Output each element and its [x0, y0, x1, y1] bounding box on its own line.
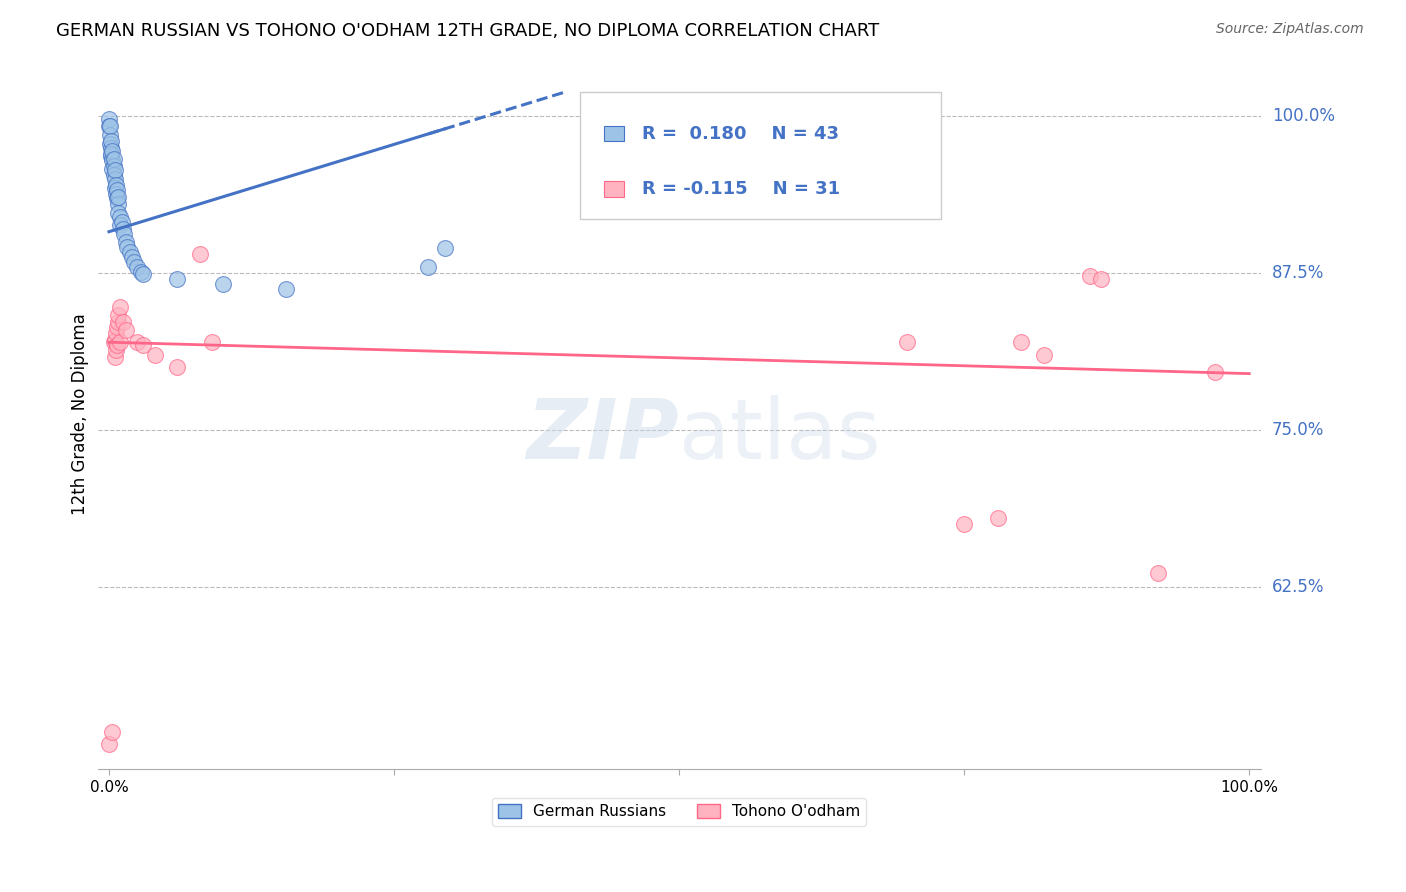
Point	[98, 737, 121, 751]
Point	[274, 283, 297, 297]
Point	[100, 140, 122, 154]
Point	[1147, 566, 1170, 581]
Point	[110, 335, 132, 350]
Point	[101, 153, 124, 167]
Point	[104, 178, 127, 193]
Point	[104, 163, 127, 178]
Point	[418, 260, 440, 274]
FancyBboxPatch shape	[581, 92, 941, 219]
Point	[127, 260, 149, 274]
Point	[132, 337, 155, 351]
Point	[105, 191, 128, 205]
Y-axis label: 12th Grade, No Diploma: 12th Grade, No Diploma	[72, 314, 89, 516]
Point	[104, 326, 127, 341]
Point	[166, 272, 188, 286]
Point	[107, 189, 129, 203]
Text: R = -0.115    N = 31: R = -0.115 N = 31	[643, 180, 839, 198]
Point	[115, 240, 138, 254]
Point	[107, 197, 129, 211]
Point	[98, 119, 121, 133]
Point	[104, 333, 127, 347]
Point	[100, 149, 122, 163]
Point	[122, 255, 145, 269]
Text: 100.0%: 100.0%	[1272, 107, 1334, 125]
Point	[107, 206, 129, 220]
Text: 87.5%: 87.5%	[1272, 264, 1324, 282]
Point	[896, 335, 918, 350]
Point	[103, 152, 125, 166]
Text: Source: ZipAtlas.com: Source: ZipAtlas.com	[1216, 22, 1364, 37]
Point	[127, 335, 149, 350]
Point	[987, 511, 1010, 525]
Point	[98, 128, 121, 142]
Point	[1204, 365, 1226, 379]
Point	[110, 214, 132, 228]
Point	[200, 335, 222, 350]
Point	[110, 210, 132, 224]
Point	[103, 168, 125, 182]
FancyBboxPatch shape	[603, 126, 624, 142]
Point	[100, 134, 122, 148]
Point	[100, 146, 122, 161]
Point	[953, 517, 976, 532]
Point	[104, 180, 127, 194]
Point	[103, 335, 125, 350]
Text: 62.5%: 62.5%	[1272, 578, 1324, 596]
Point	[101, 145, 124, 159]
Text: 75.0%: 75.0%	[1272, 421, 1324, 439]
Point	[434, 241, 457, 255]
Point	[103, 160, 125, 174]
Point	[115, 235, 138, 249]
Point	[1090, 272, 1112, 286]
Point	[110, 219, 132, 233]
Point	[118, 244, 141, 259]
Point	[782, 160, 804, 174]
Text: atlas: atlas	[679, 395, 882, 476]
Point	[132, 268, 155, 282]
Point	[111, 315, 134, 329]
Point	[110, 300, 132, 314]
Point	[111, 222, 134, 236]
Point	[101, 161, 124, 176]
FancyBboxPatch shape	[603, 181, 624, 197]
Point	[121, 250, 143, 264]
Point	[112, 227, 135, 242]
Point	[212, 277, 235, 292]
Point	[129, 265, 152, 279]
Point	[188, 247, 211, 261]
Point	[104, 186, 127, 201]
Point	[105, 337, 128, 351]
Point	[101, 724, 124, 739]
Point	[105, 320, 128, 334]
Point	[107, 308, 129, 322]
Point	[115, 323, 138, 337]
Text: R =  0.180    N = 43: R = 0.180 N = 43	[643, 125, 839, 143]
Point	[104, 351, 127, 365]
Point	[1033, 348, 1056, 362]
Point	[1078, 268, 1101, 283]
Point	[105, 183, 128, 197]
Point	[104, 343, 127, 357]
Point	[98, 136, 121, 151]
Point	[107, 315, 129, 329]
Point	[98, 112, 121, 126]
Text: ZIP: ZIP	[526, 395, 679, 476]
Legend: German Russians, Tohono O'odham: German Russians, Tohono O'odham	[492, 798, 866, 825]
Point	[1010, 335, 1032, 350]
Point	[104, 172, 127, 186]
Text: GERMAN RUSSIAN VS TOHONO O'ODHAM 12TH GRADE, NO DIPLOMA CORRELATION CHART: GERMAN RUSSIAN VS TOHONO O'ODHAM 12TH GR…	[56, 22, 880, 40]
Point	[143, 348, 166, 362]
Point	[98, 119, 121, 133]
Point	[166, 360, 188, 375]
